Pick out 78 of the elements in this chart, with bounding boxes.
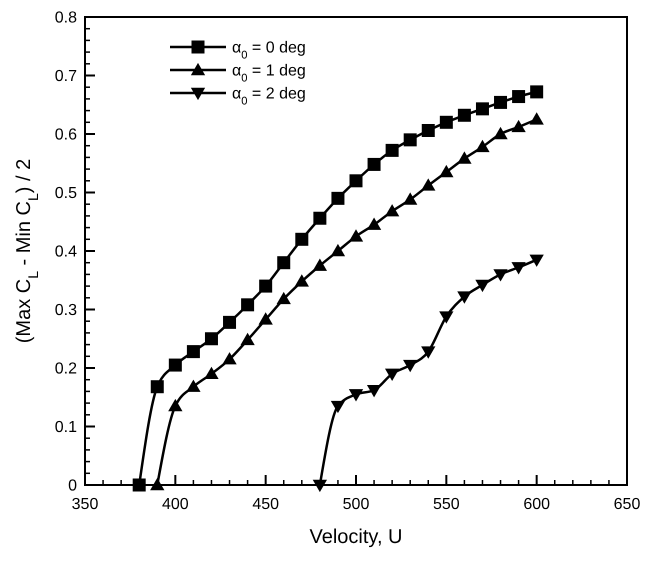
y-tick-label: 0.1 (54, 419, 78, 436)
point (422, 124, 435, 137)
point (403, 192, 418, 205)
point (366, 218, 382, 230)
legend-label: α$_{0}$ = 1 deg (232, 62, 306, 85)
point (440, 116, 453, 129)
point (458, 108, 471, 122)
point (186, 380, 201, 392)
point (277, 256, 290, 270)
point (168, 358, 182, 372)
x-tick-label: 400 (162, 496, 189, 513)
x-tick-label: 600 (523, 496, 550, 513)
point (259, 280, 272, 293)
point (384, 368, 400, 381)
point (330, 244, 346, 256)
point (493, 269, 508, 282)
y-tick-label: 0.7 (54, 68, 78, 86)
point (457, 151, 472, 164)
point (421, 178, 436, 191)
point (511, 120, 526, 132)
y-tick-label: 0.6 (54, 126, 78, 144)
point (511, 262, 526, 275)
point (350, 174, 362, 188)
point (493, 126, 508, 140)
point (295, 232, 308, 246)
point (384, 204, 400, 216)
y-tick-label: 0.2 (54, 360, 78, 378)
y-tick-label: 0.5 (54, 185, 78, 202)
point (223, 316, 236, 329)
x-tick-label: 650 (614, 496, 640, 513)
x-axis-title: Velocity, U (310, 526, 402, 548)
point (368, 158, 381, 171)
point (150, 380, 164, 394)
point (150, 478, 164, 490)
point (294, 274, 309, 287)
y-tick-label: 0.8 (54, 10, 78, 27)
point (439, 311, 454, 324)
point (204, 366, 219, 380)
point (330, 400, 346, 414)
point (186, 345, 200, 358)
point (168, 398, 182, 412)
point (530, 85, 544, 98)
y-tick-label: 0 (68, 478, 78, 495)
point (475, 140, 490, 152)
y-tick-label: 0.3 (54, 302, 78, 320)
point (312, 480, 328, 492)
point (312, 258, 328, 271)
point (512, 90, 526, 104)
point (403, 360, 418, 372)
point (457, 291, 472, 304)
point (132, 478, 146, 492)
point (276, 292, 291, 304)
point (222, 352, 237, 364)
x-tick-label: 500 (342, 496, 370, 513)
point (348, 229, 364, 242)
point (404, 133, 417, 146)
x-tick-label: 350 (72, 496, 98, 513)
point (476, 102, 489, 116)
y-tick-label: 0.4 (54, 244, 78, 261)
point (258, 312, 273, 325)
point (348, 389, 364, 402)
point (366, 385, 382, 398)
point (530, 112, 544, 125)
point (494, 96, 508, 109)
legend-label: α$_{0}$ = 2 deg (232, 86, 306, 108)
point (240, 332, 255, 346)
point (241, 298, 254, 312)
point (475, 280, 490, 292)
legend-label: α$_{0}$ = 0 deg (232, 40, 306, 62)
point (530, 254, 544, 267)
point (331, 192, 344, 205)
point (421, 346, 436, 359)
x-tick-label: 450 (252, 496, 280, 513)
point (386, 144, 399, 157)
point (439, 164, 454, 178)
point (204, 332, 218, 346)
point (313, 212, 326, 225)
x-tick-label: 550 (432, 496, 460, 513)
